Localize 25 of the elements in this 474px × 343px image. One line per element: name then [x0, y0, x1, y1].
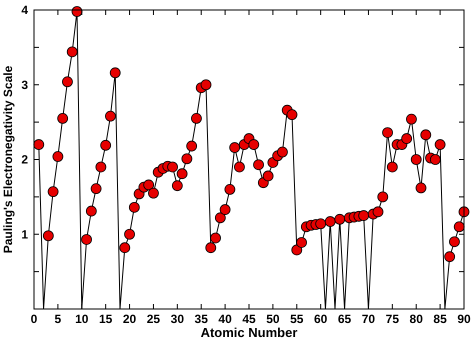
x-tick-label: 30 — [170, 312, 184, 326]
y-axis-title: Pauling's Electronegativity Scale — [1, 65, 15, 254]
x-tick-label: 70 — [362, 312, 376, 326]
x-tick-label: 5 — [54, 312, 62, 326]
y-tick-label: 2 — [21, 152, 28, 167]
x-tick-label: 80 — [410, 312, 424, 326]
x-tick-label: 10 — [75, 312, 89, 326]
x-tick-label: 35 — [194, 312, 208, 326]
x-tick-label: 75 — [386, 312, 400, 326]
x-tick-label: 55 — [290, 312, 304, 326]
x-tick-label: 20 — [122, 312, 137, 326]
x-tick-label: 60 — [314, 312, 328, 326]
x-tick-label: 15 — [98, 312, 113, 326]
x-tick-label: 90 — [457, 312, 471, 326]
y-tick-label: 3 — [21, 78, 28, 92]
x-tick-label: 40 — [218, 312, 232, 326]
x-tick-label: 50 — [266, 312, 280, 326]
x-tick-label: 0 — [30, 312, 38, 326]
x-tick-label: 45 — [242, 312, 256, 326]
y-tick-label: 4 — [21, 3, 28, 18]
x-tick-label: 25 — [146, 312, 160, 326]
x-tick-label: 65 — [338, 312, 352, 326]
y-tick-label: 1 — [21, 227, 28, 242]
x-axis-title: Atomic Number — [200, 325, 298, 340]
x-tick-label: 85 — [433, 312, 448, 326]
